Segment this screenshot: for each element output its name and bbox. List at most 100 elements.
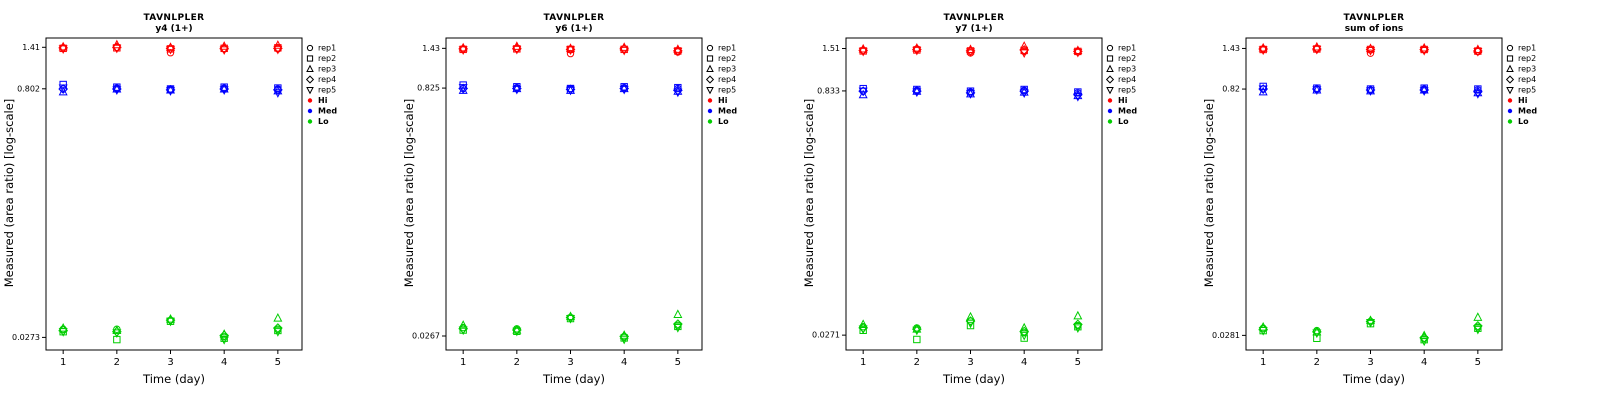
data-point-triangle-down — [912, 326, 922, 336]
data-point-triangle-up — [273, 312, 283, 322]
data-point-triangle-up — [1073, 45, 1083, 54]
data-point-triangle-up — [1419, 84, 1429, 94]
data-point-diamond — [705, 75, 715, 84]
data-point-triangle-down — [673, 88, 683, 98]
data-point-triangle-down — [566, 86, 576, 96]
data-point-diamond — [1105, 75, 1115, 84]
data-point-triangle-down — [619, 335, 629, 345]
x-tick-label: 1 — [460, 357, 466, 368]
data-point-triangle-down — [166, 317, 176, 327]
panel-subtitle: sum of ions — [1344, 24, 1404, 34]
panel-y7: TAVNLPLER y7 (1+) Measured (area ratio) … — [800, 0, 1200, 400]
data-point-triangle-up — [1312, 326, 1322, 336]
data-point-diamond — [1472, 321, 1483, 331]
data-point-triangle-up — [1258, 42, 1268, 52]
data-point-triangle-down — [219, 86, 229, 95]
x-tick-label: 3 — [1367, 357, 1373, 368]
data-point-triangle-down — [166, 87, 176, 96]
data-point-triangle-down — [912, 88, 922, 98]
data-point-circle — [166, 49, 175, 57]
data-point-circle — [566, 49, 575, 58]
data-point-triangle-down — [112, 44, 122, 54]
panel-title: TAVNLPLER — [543, 13, 605, 23]
data-point-triangle-up — [512, 83, 522, 93]
data-point-triangle-down — [1258, 327, 1268, 336]
data-point-triangle-down — [273, 89, 283, 98]
data-point-triangle-down — [458, 326, 468, 336]
data-point-triangle-up — [112, 83, 122, 93]
data-point-triangle-up — [166, 84, 176, 94]
data-point-diamond — [965, 316, 976, 326]
plot-box — [845, 37, 1103, 351]
data-point-triangle-down — [1019, 49, 1029, 58]
panel-title: TAVNLPLER — [1343, 13, 1405, 23]
data-point-triangle-up — [112, 39, 122, 49]
data-point-triangle-up — [706, 64, 714, 72]
x-tick-label: 2 — [914, 357, 920, 368]
data-point-triangle-down — [273, 328, 283, 337]
data-point-triangle-up — [858, 319, 868, 328]
legend-label-rep1: rep1 — [1518, 44, 1536, 53]
legend-label-rep3: rep3 — [718, 65, 736, 74]
data-point-triangle-down — [1366, 87, 1376, 96]
data-point-circle — [306, 44, 314, 52]
x-tick-label: 3 — [567, 357, 573, 368]
legend-label-rep2: rep2 — [718, 54, 736, 63]
data-point-diamond — [619, 331, 630, 342]
data-point-triangle-down — [1312, 329, 1322, 339]
data-point-triangle-up — [619, 83, 629, 93]
plot-box — [1245, 37, 1503, 351]
data-point-dot — [1507, 119, 1513, 124]
legend-label-Med: Med — [1518, 107, 1537, 116]
y-tick-label: 1.51 — [822, 44, 840, 53]
y-tick-label: 0.0271 — [812, 331, 840, 340]
data-point-square — [913, 335, 921, 344]
data-point-triangle-down — [1019, 331, 1029, 341]
data-point-dot — [1507, 98, 1513, 103]
data-point-circle — [1506, 44, 1514, 52]
data-point-triangle-down — [566, 315, 576, 324]
data-point-triangle-down — [1506, 87, 1514, 95]
panel-y4: TAVNLPLER y4 (1+) Measured (area ratio) … — [0, 0, 400, 400]
data-point-triangle-up — [912, 324, 922, 333]
legend-label-Lo: Lo — [1118, 117, 1129, 126]
data-point-dot — [1107, 119, 1113, 124]
data-point-triangle-up — [566, 43, 576, 52]
y-tick-label: 1.43 — [422, 44, 440, 53]
legend-label-rep4: rep4 — [718, 75, 736, 84]
data-point-dot — [1107, 108, 1113, 114]
x-tick-label: 4 — [1021, 357, 1027, 368]
data-point-square — [1074, 88, 1082, 96]
y-tick-label: 0.833 — [817, 86, 840, 95]
data-point-diamond — [1019, 45, 1030, 55]
x-axis-label: Time (day) — [143, 372, 205, 386]
data-point-square — [306, 55, 314, 62]
data-point-circle — [1366, 49, 1375, 57]
data-point-triangle-down — [458, 46, 468, 55]
panel-subtitle: y6 (1+) — [555, 24, 593, 34]
data-point-square — [1506, 55, 1514, 62]
data-point-triangle-up — [512, 324, 522, 334]
plot-box — [445, 37, 703, 351]
data-point-triangle-up — [1019, 41, 1029, 50]
y-tick-label: 0.0281 — [1212, 331, 1240, 340]
data-point-triangle-down — [1073, 324, 1083, 333]
y-tick-label: 0.82 — [1222, 85, 1240, 94]
x-tick-label: 2 — [114, 357, 120, 368]
data-point-square — [566, 45, 575, 54]
data-point-triangle-down — [166, 45, 176, 55]
legend-label-Lo: Lo — [318, 117, 329, 126]
x-tick-label: 5 — [1475, 357, 1481, 368]
data-point-dot — [1107, 98, 1113, 103]
data-point-square — [274, 84, 282, 92]
legend-label-rep5: rep5 — [318, 86, 336, 95]
data-point-triangle-down — [1473, 90, 1483, 99]
data-point-triangle-down — [673, 47, 683, 57]
data-point-square — [1074, 47, 1082, 56]
data-point-triangle-up — [1506, 64, 1514, 72]
data-point-triangle-down — [219, 336, 229, 345]
